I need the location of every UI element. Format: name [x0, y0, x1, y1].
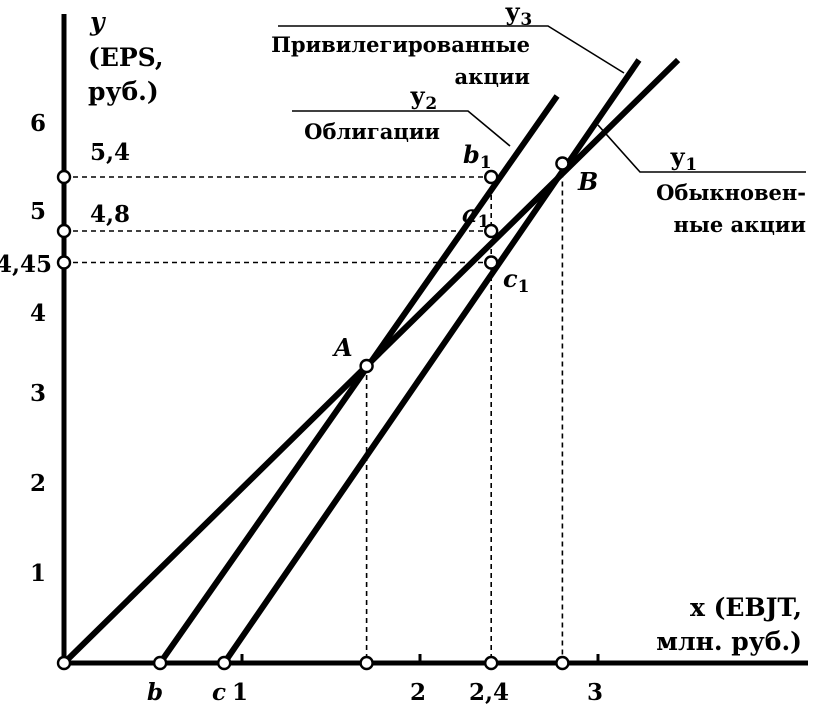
y-axis-marker-2: [56, 223, 72, 239]
x-marker-label-c: c: [212, 679, 226, 706]
leader-line-2: [292, 110, 511, 147]
point-marker-a1: [484, 223, 499, 239]
series-name-3: у3: [505, 0, 532, 30]
series-name-2: у2: [410, 81, 437, 114]
y-axis-label-line1: (EPS,: [88, 43, 164, 72]
series-caption-3-1: Привилегированные: [271, 32, 530, 57]
point-marker-B: [555, 156, 570, 171]
series-line-2: [157, 94, 560, 665]
y-tick-label-4: 4: [30, 300, 46, 327]
y-axis-label-line2: руб.): [88, 77, 159, 106]
x-tick-label-1: 1: [232, 679, 248, 706]
series-caption-1-2: ные акции: [673, 212, 806, 237]
point-label-A: A: [332, 333, 353, 362]
series-line-3: [221, 58, 642, 665]
x-marker-label-b: b: [147, 679, 163, 706]
leader-line-1: [597, 124, 806, 173]
x-axis-marker-4: [484, 655, 499, 671]
point-marker-b1: [484, 169, 499, 185]
y-marker-label-4-45: 4,45: [0, 251, 52, 278]
y-tick-label-3: 3: [30, 380, 46, 407]
leader-line-3: [278, 25, 625, 74]
label-leaders: [278, 25, 806, 173]
x-axis-label-line2: млн. руб.): [656, 627, 802, 656]
point-marker-origin: [56, 655, 72, 671]
series-caption-2-1: Облигации: [304, 119, 440, 144]
series-name-1: у1: [670, 142, 697, 175]
y-marker-label-4-8: 4,8: [90, 201, 130, 228]
series-caption-1-1: Обыкновен-: [656, 180, 806, 205]
point-label-b1: b1: [463, 140, 492, 173]
point-label-B: B: [577, 167, 598, 196]
point-label-c1: c1: [503, 264, 529, 297]
x-tick-label-3: 3: [587, 679, 603, 706]
point-label-a1: a1: [462, 199, 489, 232]
axis-ticks: [240, 654, 600, 663]
y-marker-label-5-4: 5,4: [90, 139, 130, 166]
x-axis-marker-2: [216, 655, 232, 671]
y-tick-label-5: 5: [30, 198, 46, 225]
x-axis-marker-3: [359, 655, 374, 671]
x-tick-label-2: 2: [410, 679, 426, 706]
series-caption-3-2: акции: [455, 64, 530, 89]
x-axis-marker-1: [152, 655, 168, 671]
y-axis-marker-3: [56, 255, 72, 270]
point-marker-A: [359, 358, 374, 374]
point-markers: [56, 156, 570, 671]
y-axis-marker-1: [56, 169, 72, 185]
y-tick-label-2: 2: [30, 470, 46, 497]
x-axis-label-line1: x (EBJT,: [690, 593, 802, 622]
x-marker-label-2-4: 2,4: [469, 679, 509, 706]
y-tick-label-1: 1: [30, 560, 46, 587]
point-marker-c1: [484, 255, 499, 270]
x-axis-marker-5: [555, 655, 570, 671]
y-tick-label-6: 6: [30, 110, 46, 137]
y-axis-var: y: [89, 7, 106, 36]
